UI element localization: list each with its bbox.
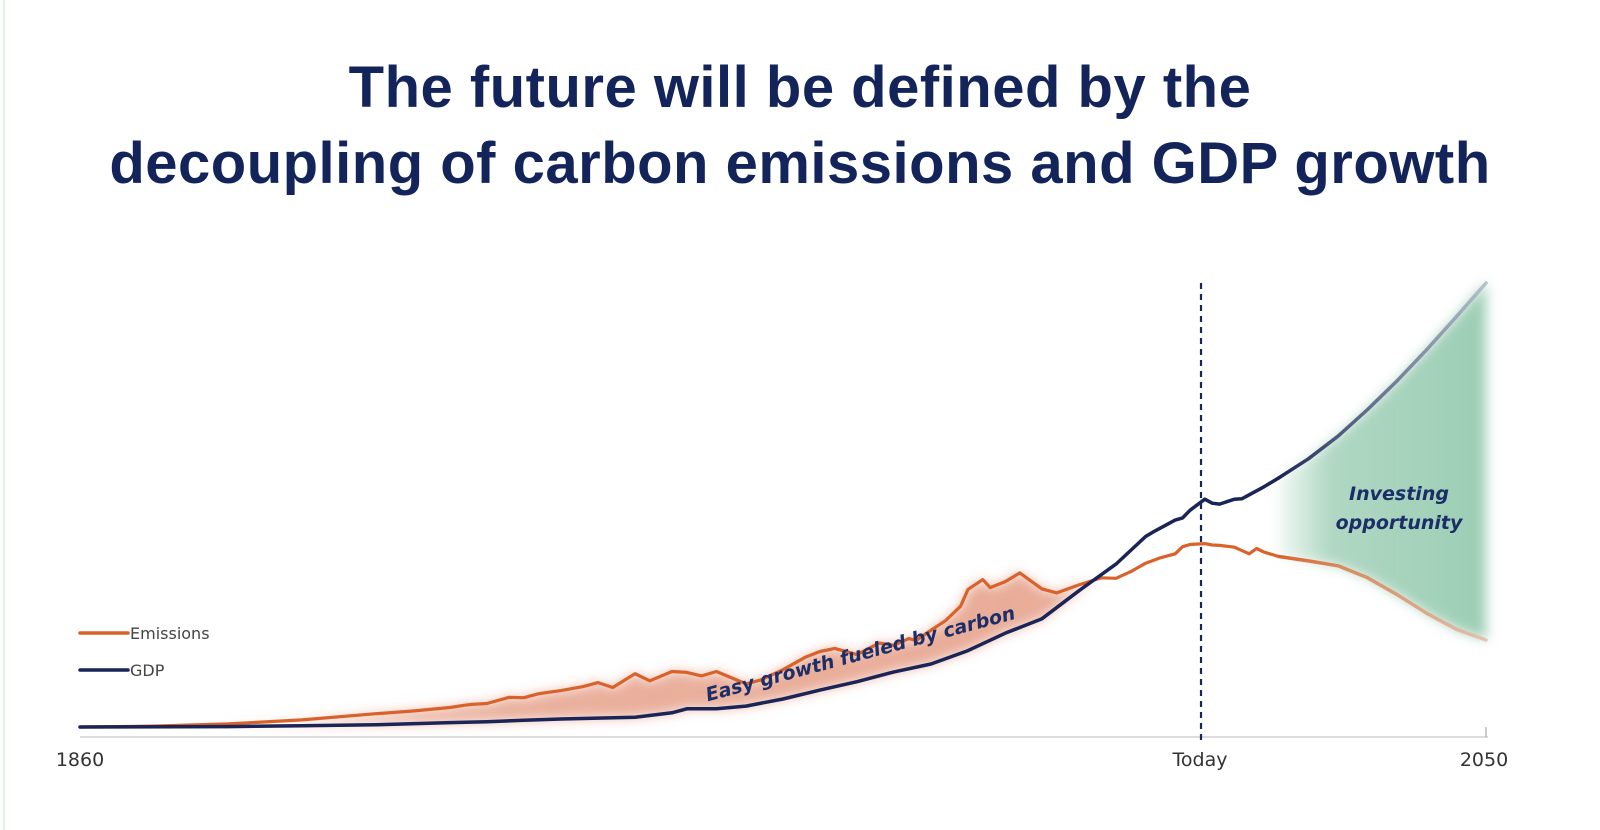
gdp-projection-line — [1277, 281, 1488, 480]
legend: Emissions GDP — [78, 624, 210, 680]
x-tick-label-today: Today — [1172, 749, 1228, 771]
annotation-opportunity: opportunity — [1336, 512, 1464, 534]
legend-label-emissions: Emissions — [130, 624, 210, 643]
investing-opportunity-area — [1278, 283, 1486, 640]
emissions-projection-line — [1277, 554, 1488, 642]
title-line-1: The future will be defined by the — [348, 55, 1252, 120]
title-line-2: decoupling of carbon emissions and GDP g… — [109, 131, 1491, 196]
gdp-line — [78, 476, 1281, 729]
page-title: The future will be defined by the decoup… — [0, 50, 1600, 202]
x-tick-label-1860: 1860 — [56, 749, 104, 771]
left-edge-rule — [3, 0, 5, 830]
legend-label-gdp: GDP — [130, 661, 165, 680]
annotation-easy-growth: Easy growth fueled by carbon — [703, 602, 1017, 706]
carbon-growth-gap-area — [228, 499, 1205, 727]
annotation-investing: Investing — [1349, 483, 1449, 505]
emissions-line — [78, 542, 1281, 729]
x-tick-label-2050: 2050 — [1460, 749, 1508, 771]
